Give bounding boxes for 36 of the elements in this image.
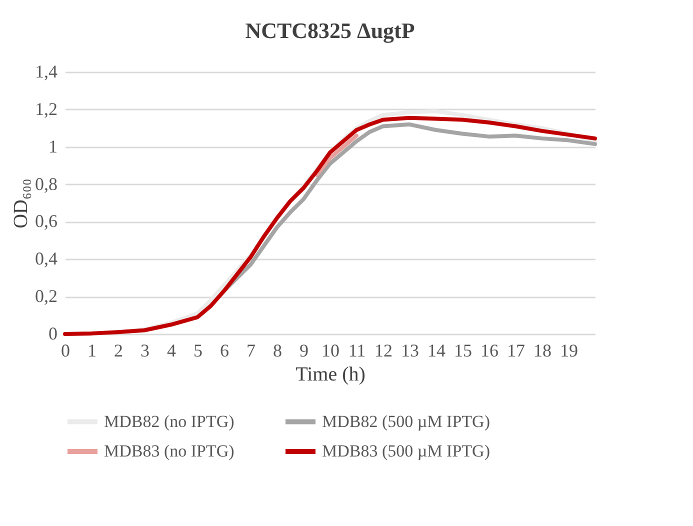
x-tick-label: 14 [428,340,446,360]
x-tick-label: 7 [246,340,256,360]
y-tick-label: 0,2 [35,286,58,306]
legend-label: MDB83 (500 µM IPTG) [322,442,490,460]
y-tick-label: 0 [48,324,58,344]
x-tick-label: 2 [114,340,123,360]
x-tick-label: 17 [507,340,525,360]
y-tick-label: 1,4 [35,62,58,82]
y-tick-label: 1 [48,136,58,156]
x-tick-label: 19 [560,340,578,360]
x-tick-label: 1 [88,340,96,360]
x-tick-label: 0 [61,340,70,360]
x-tick-label: 8 [273,340,282,360]
x-tick-label: 15 [454,340,472,360]
x-tick-label: 12 [374,340,392,360]
x-tick-label: 13 [401,340,419,360]
x-tick-label: 9 [300,340,308,360]
line-series [314,134,358,177]
legend-label: MDB82 (no IPTG) [104,412,234,431]
x-axis-title: Time (h) [296,364,366,386]
legend-label: MDB83 (no IPTG) [104,442,234,460]
y-tick-label: 1,2 [35,98,58,119]
x-tick-label: 10 [322,340,340,360]
x-tick-label: 4 [167,340,176,360]
x-tick-label: 5 [194,340,202,360]
x-tick-label: 6 [220,340,229,360]
y-axis-title: OD₆₀₀ [10,178,32,228]
y-tick-label: 0,6 [35,211,58,232]
x-tick-label: 11 [348,340,366,360]
y-tick-label: 0,4 [35,248,58,269]
chart-title: NCTC8325 ΔugtP [245,18,415,43]
legend-label: MDB82 (500 µM IPTG) [322,412,490,431]
x-tick-label: 3 [140,340,150,360]
x-tick-label: 16 [480,340,498,360]
x-tick-label: 18 [534,340,552,360]
y-tick-label: 0,8 [35,174,58,194]
